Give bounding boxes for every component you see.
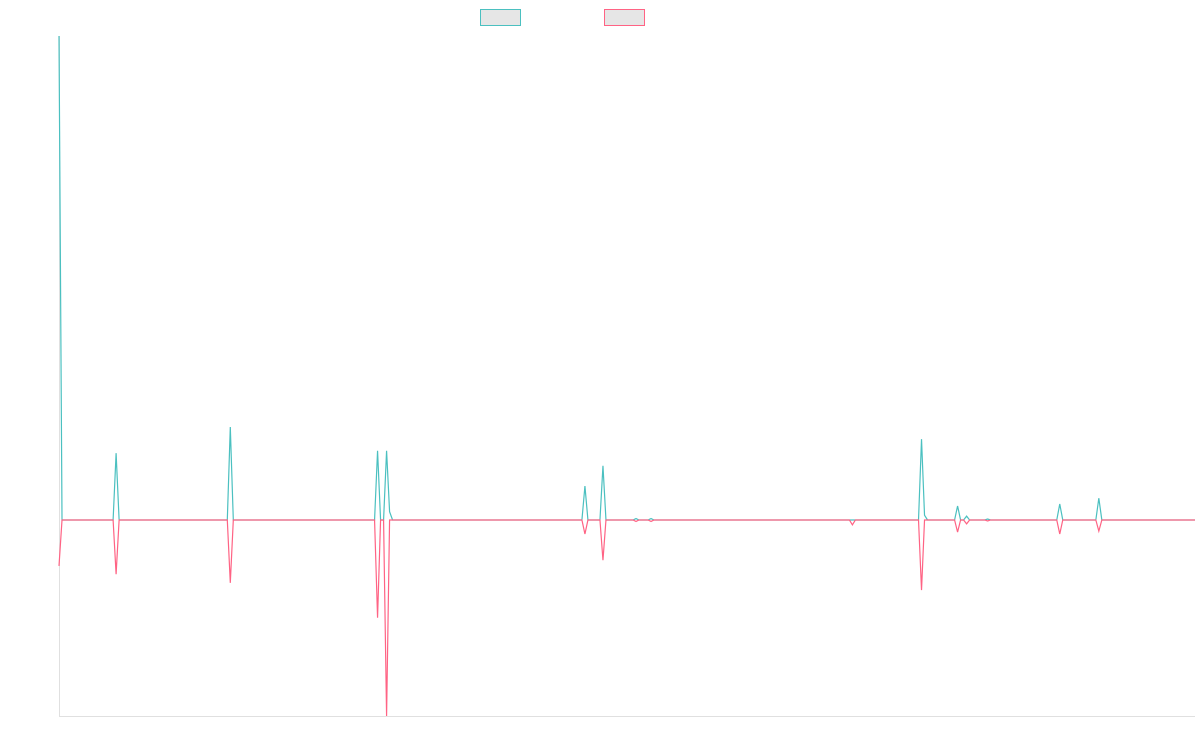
legend-swatch — [480, 9, 521, 26]
legend-swatch — [604, 9, 645, 26]
series-line — [58, 519, 1195, 717]
series-line — [58, 35, 1195, 521]
